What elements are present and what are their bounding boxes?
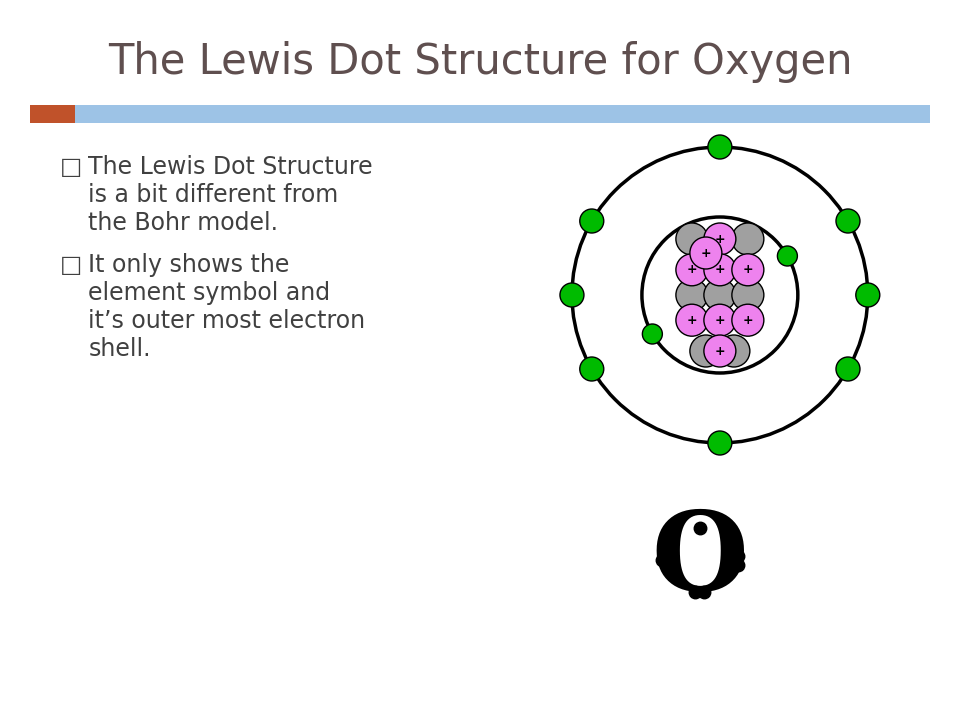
Text: +: +	[714, 344, 725, 358]
Text: the Bohr model.: the Bohr model.	[88, 211, 278, 235]
Text: +: +	[714, 264, 725, 276]
Circle shape	[690, 237, 722, 269]
Circle shape	[704, 279, 736, 311]
Text: shell.: shell.	[88, 337, 151, 361]
Text: O: O	[652, 506, 748, 613]
Circle shape	[778, 246, 798, 266]
Text: The Lewis Dot Structure: The Lewis Dot Structure	[88, 155, 372, 179]
Circle shape	[676, 304, 708, 336]
Bar	[30, 105, 930, 123]
Circle shape	[718, 335, 750, 367]
Circle shape	[690, 335, 722, 367]
Text: The Lewis Dot Structure for Oxygen: The Lewis Dot Structure for Oxygen	[108, 41, 852, 83]
Circle shape	[642, 324, 662, 344]
Circle shape	[704, 304, 736, 336]
Bar	[30, 105, 75, 123]
Circle shape	[708, 135, 732, 159]
Circle shape	[704, 254, 736, 286]
Circle shape	[676, 223, 708, 255]
Text: is a bit different from: is a bit different from	[88, 183, 339, 207]
Circle shape	[855, 283, 879, 307]
Text: +: +	[742, 314, 754, 327]
Circle shape	[732, 304, 764, 336]
Circle shape	[732, 279, 764, 311]
Text: □: □	[60, 253, 83, 277]
Text: +: +	[742, 264, 754, 276]
Text: +: +	[714, 314, 725, 327]
Text: element symbol and: element symbol and	[88, 281, 330, 305]
Circle shape	[676, 254, 708, 286]
Circle shape	[676, 279, 708, 311]
Circle shape	[836, 357, 860, 381]
Circle shape	[732, 254, 764, 286]
Text: It only shows the: It only shows the	[88, 253, 290, 277]
Circle shape	[836, 209, 860, 233]
Text: □: □	[60, 155, 83, 179]
Circle shape	[560, 283, 584, 307]
Circle shape	[708, 431, 732, 455]
Circle shape	[704, 223, 736, 255]
Text: it’s outer most electron: it’s outer most electron	[88, 309, 366, 333]
Text: +: +	[701, 246, 711, 259]
Circle shape	[704, 335, 736, 367]
Circle shape	[732, 223, 764, 255]
Text: +: +	[714, 233, 725, 246]
Circle shape	[580, 357, 604, 381]
Circle shape	[580, 209, 604, 233]
Text: +: +	[686, 314, 697, 327]
Text: +: +	[686, 264, 697, 276]
